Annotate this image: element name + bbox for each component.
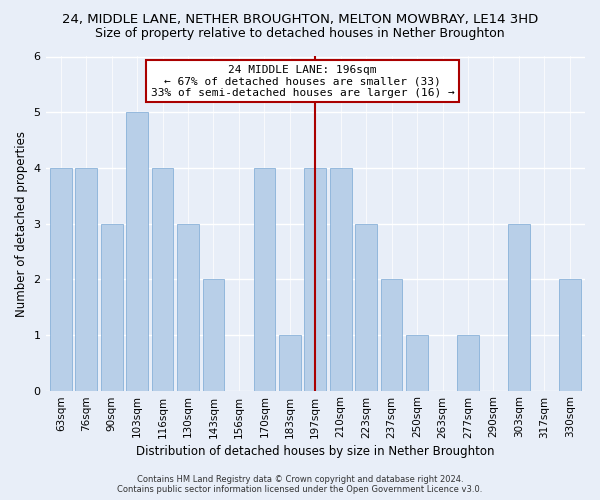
Bar [457,335,479,390]
Bar [355,224,377,390]
Bar [152,168,173,390]
Text: 24 MIDDLE LANE: 196sqm
← 67% of detached houses are smaller (33)
33% of semi-det: 24 MIDDLE LANE: 196sqm ← 67% of detached… [151,65,454,98]
Bar [76,168,97,390]
Bar [203,279,224,390]
Bar [406,335,428,390]
Bar [330,168,352,390]
Text: Contains HM Land Registry data © Crown copyright and database right 2024.
Contai: Contains HM Land Registry data © Crown c… [118,474,482,494]
Bar [254,168,275,390]
X-axis label: Distribution of detached houses by size in Nether Broughton: Distribution of detached houses by size … [136,444,494,458]
Y-axis label: Number of detached properties: Number of detached properties [15,130,28,316]
Bar [508,224,530,390]
Bar [381,279,403,390]
Bar [304,168,326,390]
Bar [50,168,71,390]
Text: Size of property relative to detached houses in Nether Broughton: Size of property relative to detached ho… [95,28,505,40]
Bar [127,112,148,390]
Bar [101,224,122,390]
Bar [279,335,301,390]
Text: 24, MIDDLE LANE, NETHER BROUGHTON, MELTON MOWBRAY, LE14 3HD: 24, MIDDLE LANE, NETHER BROUGHTON, MELTO… [62,12,538,26]
Bar [177,224,199,390]
Bar [559,279,581,390]
